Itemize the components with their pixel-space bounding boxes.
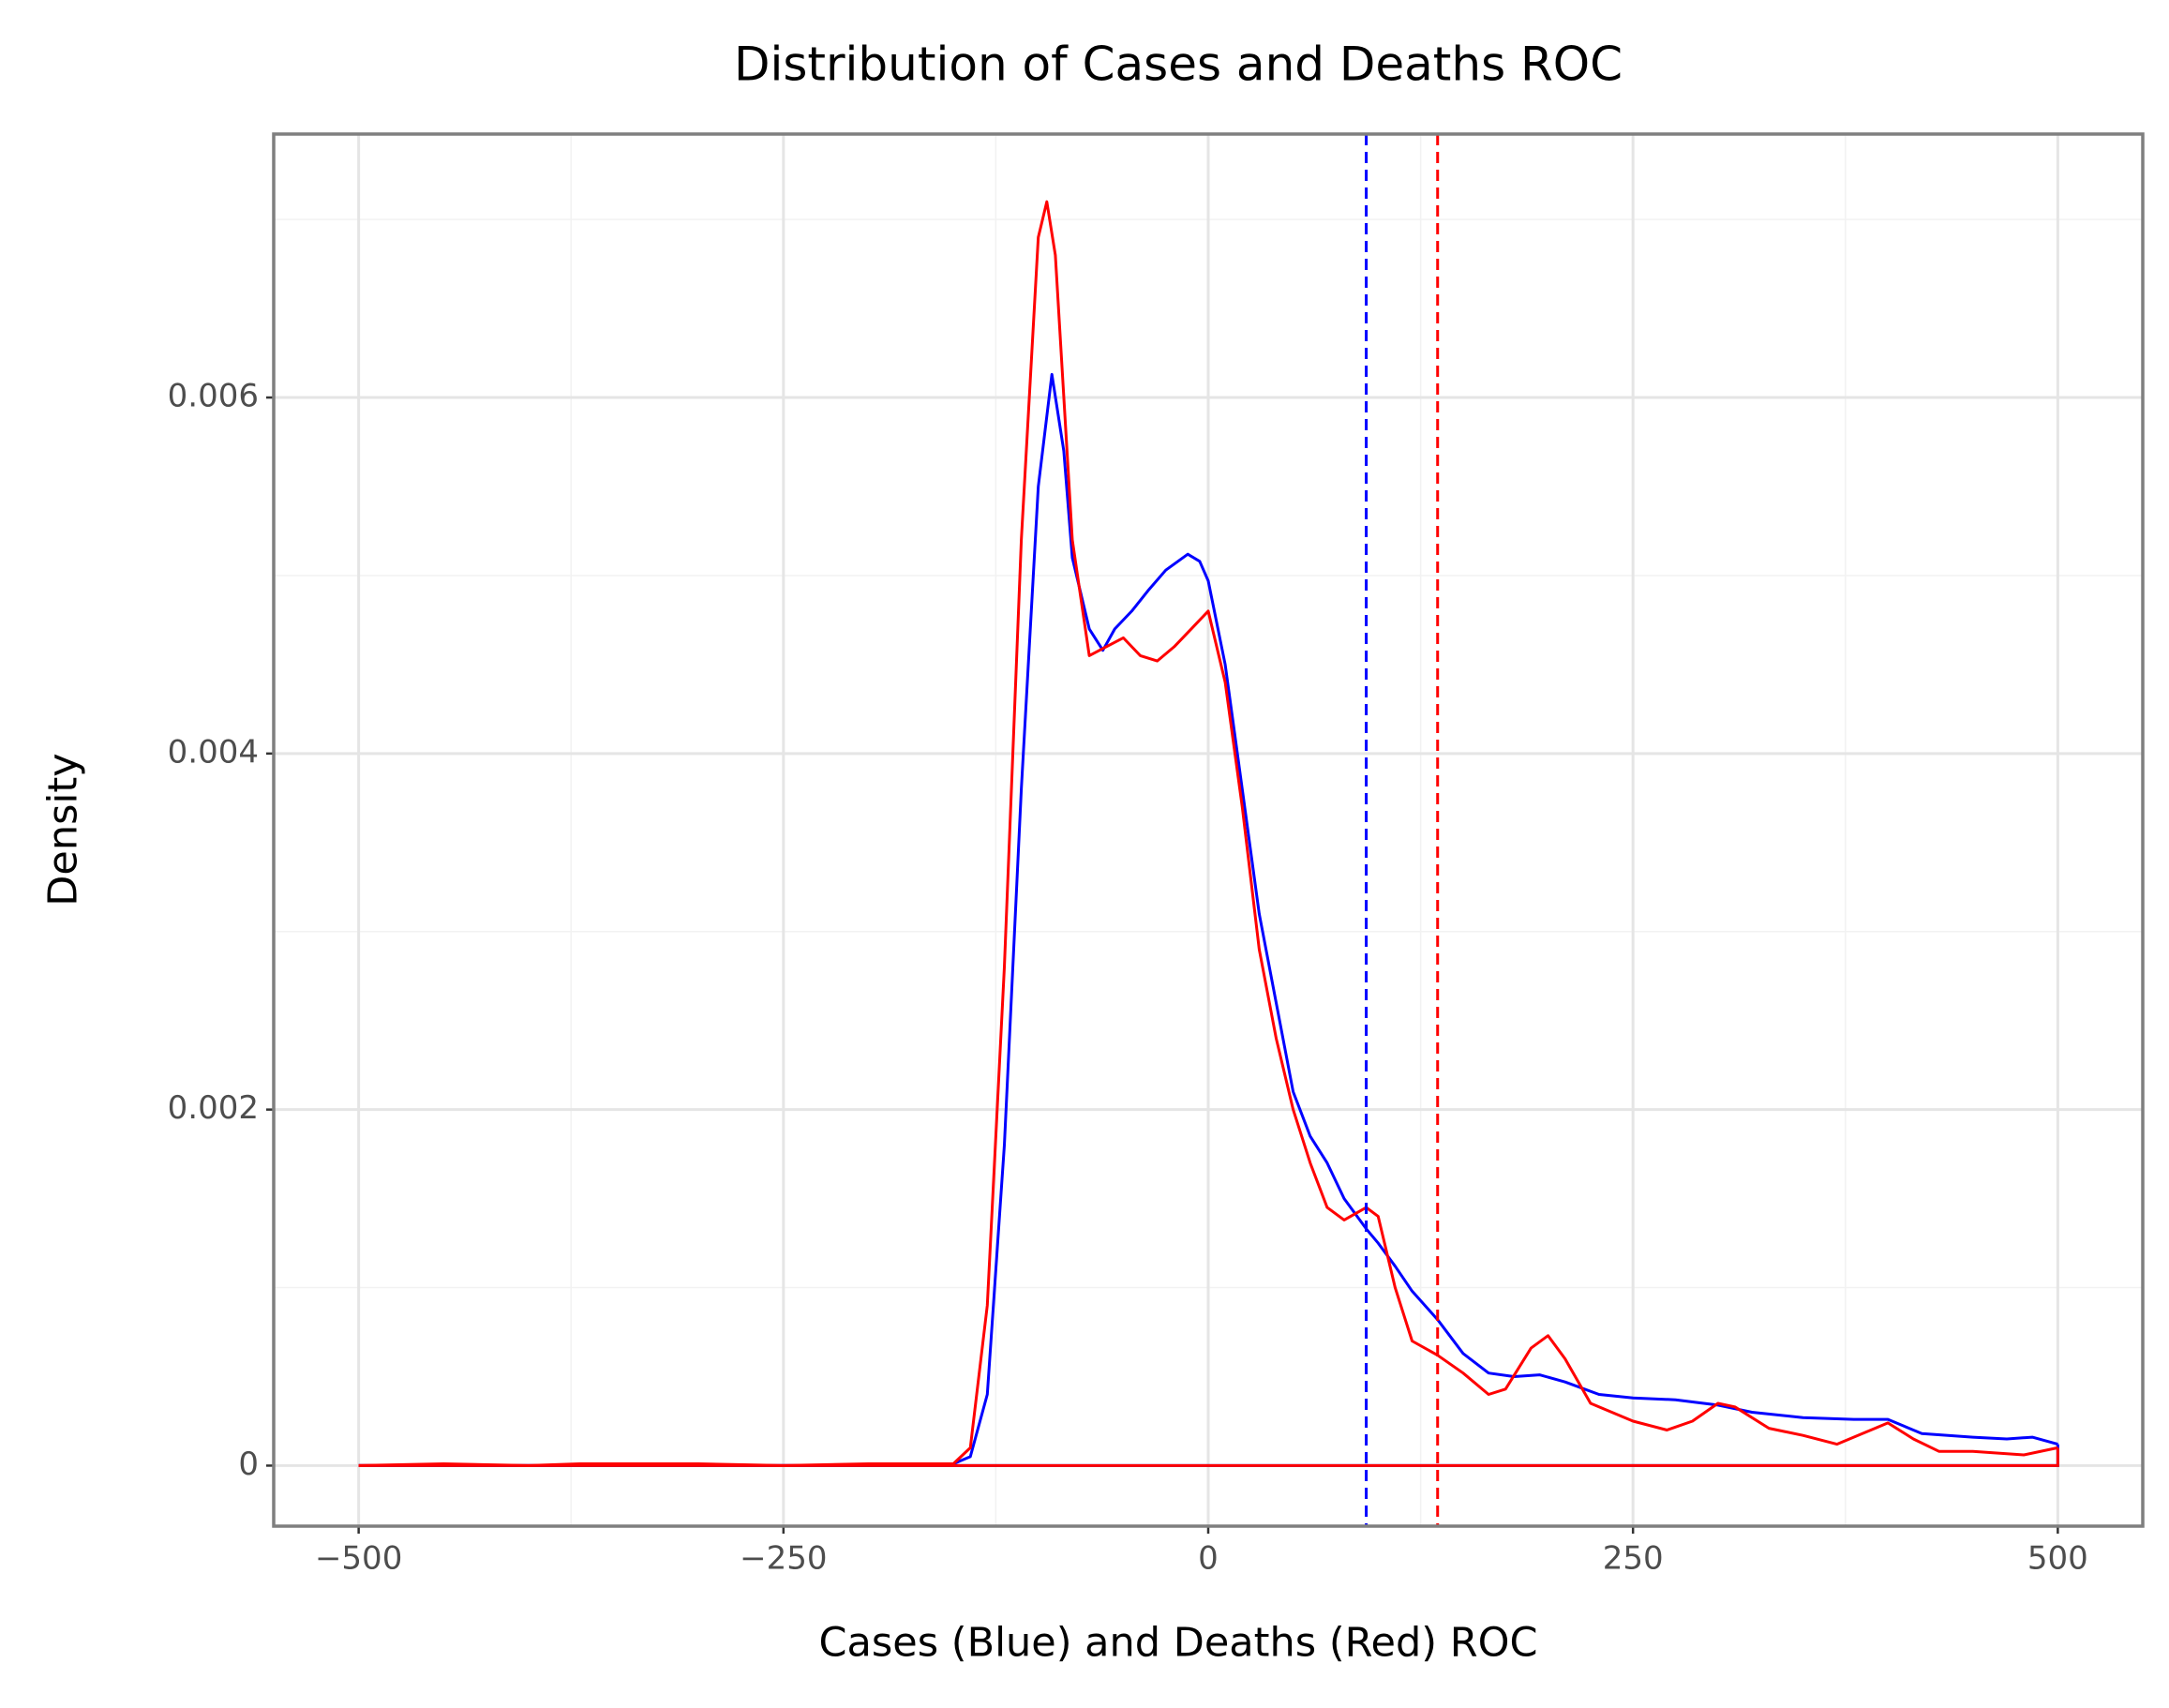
y-tick-label: 0.002 <box>168 1089 259 1127</box>
chart-title: Distribution of Cases and Deaths ROC <box>734 37 1623 92</box>
panel-border <box>272 132 2145 1528</box>
y-tick-label: 0 <box>238 1446 259 1483</box>
x-tick-label: 500 <box>2027 1540 2088 1578</box>
x-tick-label: −500 <box>315 1540 402 1578</box>
density-baseline <box>358 1447 2059 1467</box>
y-axis-title: Density <box>40 753 87 906</box>
x-tick-label: −250 <box>740 1540 827 1578</box>
y-tick-label: 0.006 <box>168 378 259 415</box>
y-tick-label: 0.004 <box>168 733 259 771</box>
x-axis-title: Cases (Blue) and Deaths (Red) ROC <box>818 1620 1537 1667</box>
density-line <box>358 372 2058 1467</box>
density-line <box>358 200 2058 1467</box>
x-tick-label: 0 <box>1198 1540 1219 1578</box>
x-tick-label: 250 <box>1603 1540 1664 1578</box>
